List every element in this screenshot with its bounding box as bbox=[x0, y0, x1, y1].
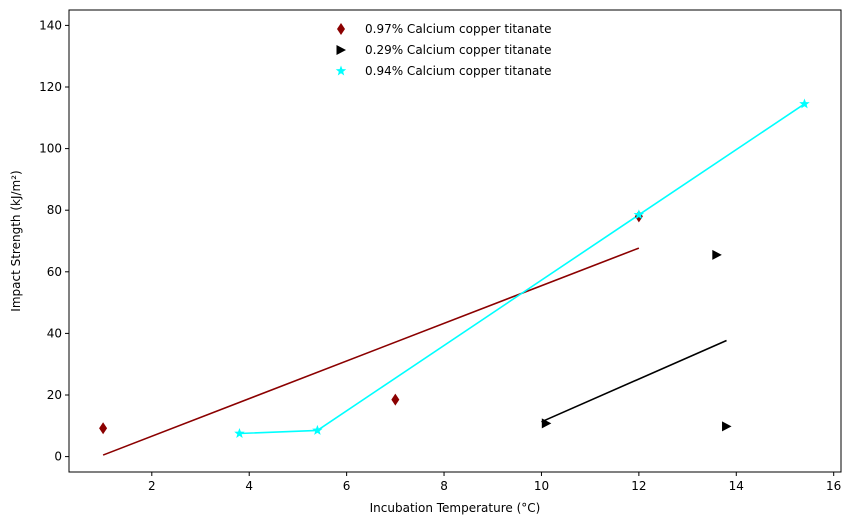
legend-marker-3 bbox=[335, 65, 347, 76]
series-3-line bbox=[239, 103, 805, 435]
series-3-point bbox=[799, 98, 810, 109]
legend-label-2: 0.29% Calcium copper titanate bbox=[365, 43, 552, 57]
y-tick-label: 40 bbox=[47, 326, 62, 340]
series-2-point bbox=[712, 249, 722, 260]
y-tick-label: 120 bbox=[39, 80, 62, 94]
series-3-point bbox=[234, 428, 245, 438]
legend: 0.97% Calcium copper titanate 0.29% Calci… bbox=[335, 22, 552, 78]
series-2-point bbox=[541, 418, 552, 429]
x-tick-label: 12 bbox=[631, 479, 646, 493]
x-tick-label: 4 bbox=[245, 479, 253, 493]
legend-label-3: 0.94% Calcium copper titanate bbox=[365, 64, 552, 78]
x-tick-label: 16 bbox=[826, 479, 841, 493]
x-tick-label: 2 bbox=[148, 479, 156, 493]
y-axis-title: Impact Strength (kJ/m²) bbox=[9, 170, 23, 311]
plot-frame bbox=[68, 9, 842, 473]
legend-label-1: 0.97% Calcium copper titanate bbox=[365, 22, 552, 36]
y-tick-label: 80 bbox=[47, 203, 62, 217]
series-2-line bbox=[541, 339, 727, 423]
y-ticks: 0 20 40 60 80 100 120 140 bbox=[39, 18, 69, 464]
series-1-line bbox=[102, 247, 640, 456]
y-tick-label: 20 bbox=[47, 388, 62, 402]
legend-marker-1 bbox=[337, 23, 345, 35]
series-3-point bbox=[312, 424, 323, 435]
x-tick-label: 8 bbox=[440, 479, 448, 493]
series-1-point bbox=[391, 393, 400, 406]
y-tick-label: 100 bbox=[39, 142, 62, 156]
x-tick-label: 10 bbox=[534, 479, 549, 493]
x-tick-label: 6 bbox=[343, 479, 351, 493]
series-3-point bbox=[633, 209, 645, 220]
y-tick-label: 0 bbox=[54, 450, 62, 464]
x-ticks: 2 4 6 8 10 12 14 16 bbox=[148, 472, 841, 493]
y-tick-label: 60 bbox=[47, 265, 62, 279]
plot-area bbox=[69, 10, 841, 472]
series-1-point bbox=[99, 422, 108, 435]
series-2-point bbox=[722, 421, 732, 432]
series-points bbox=[99, 98, 810, 438]
x-axis-title: Incubation Temperature (°C) bbox=[370, 501, 541, 515]
legend-marker-2 bbox=[336, 45, 346, 55]
x-tick-label: 14 bbox=[729, 479, 744, 493]
series-lines bbox=[102, 103, 805, 456]
y-tick-label: 140 bbox=[39, 18, 62, 32]
